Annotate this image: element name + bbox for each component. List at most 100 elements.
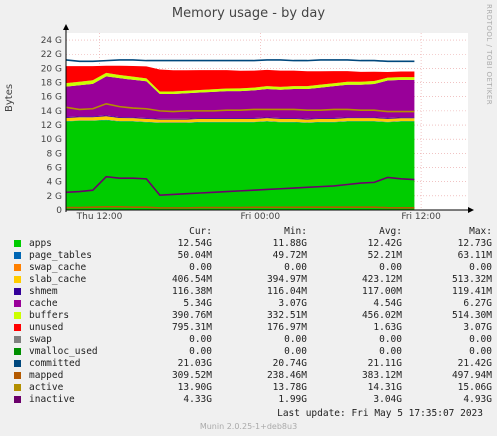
legend-swatch <box>14 336 21 343</box>
memory-chart: 0 2 G 4 G 6 G 8 G 10 G 12 G 14 G 16 G 18 G 20 G 22 … <box>41 24 474 220</box>
x-axis-arrow <box>468 207 474 213</box>
legend-avg-value: 52.21M <box>367 250 402 261</box>
legend-name-text: buffers <box>29 310 70 321</box>
legend-max-value: 497.94M <box>451 370 492 381</box>
legend-max-value: 63.11M <box>457 250 492 261</box>
legend-avg-value: 383.12M <box>361 370 402 381</box>
legend-row: unused 795.31M 176.97M 1.63G 3.07G <box>12 322 492 334</box>
legend-avg-value: 1.63G <box>373 322 402 333</box>
stacked-areas <box>66 65 415 210</box>
legend-max-value: 21.42G <box>457 358 492 369</box>
legend-cur-value: 309.52M <box>171 370 212 381</box>
y-tick-label: 14 G <box>41 107 62 117</box>
legend-series-name: apps <box>12 238 122 250</box>
legend-cur-value: 21.03G <box>177 358 212 369</box>
x-tick-label: Fri 12:00 <box>401 212 441 220</box>
legend-min-value: 1.99G <box>278 394 307 405</box>
legend-row: shmem 116.38M 116.04M 117.00M 119.41M <box>12 286 492 298</box>
legend-min-value: 49.72M <box>272 250 307 261</box>
y-tick-label: 6 G <box>46 164 62 174</box>
legend-row: committed 21.03G 20.74G 21.11G 21.42G <box>12 358 492 370</box>
legend-avg-value: 21.11G <box>367 358 402 369</box>
area-page_tables <box>66 119 415 123</box>
y-tick-label: 22 G <box>41 50 62 60</box>
legend-header-min: Min: <box>284 226 307 237</box>
y-tick-label: 8 G <box>46 149 62 159</box>
legend-series-name: unused <box>12 322 122 334</box>
legend-min-value: 0.00 <box>284 346 307 357</box>
line-active <box>65 102 415 113</box>
legend-min-value: 332.51M <box>266 310 307 321</box>
legend-name-text: swap <box>29 334 52 345</box>
legend-row: page_tables 50.04M 49.72M 52.21M 63.11M <box>12 250 492 262</box>
legend-avg-value: 14.31G <box>367 382 402 393</box>
legend-max-value: 6.27G <box>463 298 492 309</box>
legend-min-value: 0.00 <box>284 334 307 345</box>
legend-row: cache 5.34G 3.07G 4.54G 6.27G <box>12 298 492 310</box>
legend-cur-value: 0.00 <box>189 334 212 345</box>
legend-series-name: shmem <box>12 286 122 298</box>
legend-max-value: 12.73G <box>457 238 492 249</box>
legend-max-value: 513.32M <box>451 274 492 285</box>
legend-row: inactive 4.33G 1.99G 3.04G 4.93G <box>12 394 492 406</box>
legend-min-value: 20.74G <box>272 358 307 369</box>
legend-row: mapped 309.52M 238.46M 383.12M 497.94M <box>12 370 492 382</box>
legend-cur-value: 406.54M <box>171 274 212 285</box>
legend-series-name: committed <box>12 358 122 370</box>
line-committed <box>65 59 415 63</box>
y-tick-label: 2 G <box>46 192 62 202</box>
legend-cur-value: 13.90G <box>177 382 212 393</box>
legend-max-value: 15.06G <box>457 382 492 393</box>
rrdtool-watermark: RRDTOOL / TOBI OETIKER <box>485 4 493 106</box>
legend-swatch <box>14 360 21 367</box>
line-mapped <box>66 206 415 209</box>
legend-avg-value: 12.42G <box>367 238 402 249</box>
legend-series-name: inactive <box>12 394 122 406</box>
line-inactive <box>65 175 415 196</box>
y-tick-label: 18 G <box>41 79 62 89</box>
chart-title: Memory usage - by day <box>171 6 326 21</box>
legend-avg-value: 0.00 <box>379 334 402 345</box>
legend-name-text: shmem <box>29 286 58 297</box>
legend-name-text: apps <box>29 238 52 249</box>
area-slab_cache <box>66 116 415 123</box>
legend-avg-value: 456.02M <box>361 310 402 321</box>
y-tick-label: 12 G <box>41 121 62 131</box>
legend-row: apps 12.54G 11.88G 12.42G 12.73G <box>12 238 492 250</box>
x-tick-label: Thu 12:00 <box>76 212 123 220</box>
legend-series-name: swap_cache <box>12 262 122 274</box>
legend-name-text: page_tables <box>29 250 92 261</box>
legend-max-value: 119.41M <box>451 286 492 297</box>
legend-row: buffers 390.76M 332.51M 456.02M 514.30M <box>12 310 492 322</box>
legend-header-avg: Avg: <box>379 226 402 237</box>
legend-name-text: cache <box>29 298 58 309</box>
legend-name-text: committed <box>29 358 81 369</box>
legend-swatch <box>14 372 21 379</box>
legend-series-name: active <box>12 382 122 394</box>
area-buffers <box>66 72 415 94</box>
y-axis-arrow <box>63 24 69 30</box>
legend-max-value: 0.00 <box>469 346 492 357</box>
y-tick-label: 4 G <box>46 178 62 188</box>
legend-swatch <box>14 240 21 247</box>
legend-max-value: 0.00 <box>469 334 492 345</box>
legend-name-text: inactive <box>29 394 75 405</box>
legend-min-value: 238.46M <box>266 370 307 381</box>
legend-cur-value: 390.76M <box>171 310 212 321</box>
legend-series-name: swap <box>12 334 122 346</box>
legend-row: swap 0.00 0.00 0.00 0.00 <box>12 334 492 346</box>
x-ticks: Thu 12:00 Fri 00:00 Fri 12:00 <box>76 212 441 220</box>
legend-header-row: Cur: Min: Avg: Max: <box>12 226 492 238</box>
legend-name-text: swap_cache <box>29 262 87 273</box>
legend-header-name <box>12 226 122 238</box>
legend-swatch <box>14 324 21 331</box>
area-shmem <box>66 115 415 120</box>
legend-name-text: unused <box>29 322 64 333</box>
legend-max-value: 4.93G <box>463 394 492 405</box>
legend-series-name: vmalloc_used <box>12 346 122 358</box>
legend-avg-value: 3.04G <box>373 394 402 405</box>
legend-max-value: 0.00 <box>469 262 492 273</box>
legend-avg-value: 423.12M <box>361 274 402 285</box>
legend-min-value: 176.97M <box>266 322 307 333</box>
munin-version: Munin 2.0.25-1+deb8u3 <box>199 422 298 431</box>
